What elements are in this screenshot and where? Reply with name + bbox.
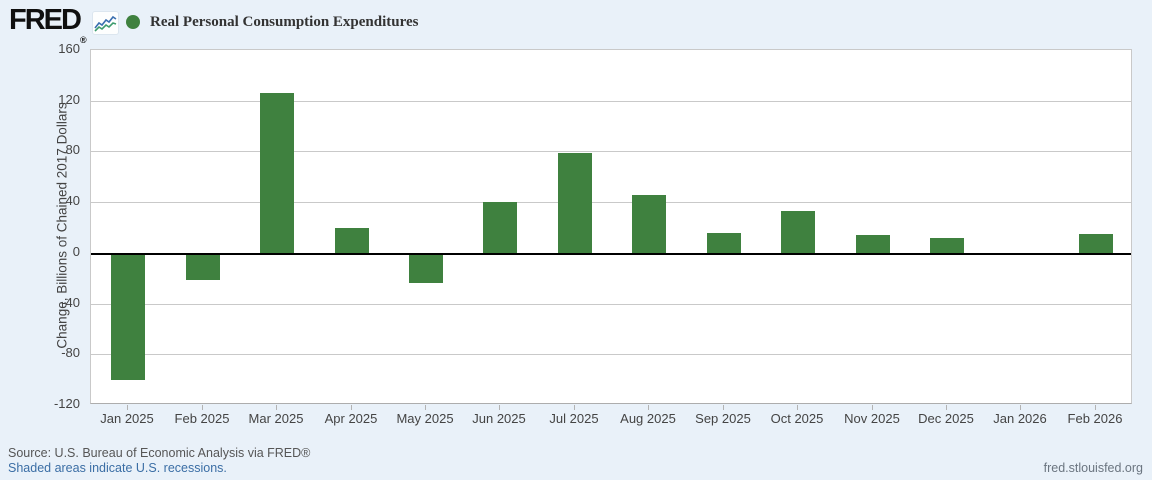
- y-tick-label: -80: [61, 345, 80, 360]
- fred-logo[interactable]: FRED®: [9, 4, 87, 45]
- y-tick-label: 80: [65, 142, 80, 157]
- x-tick: [723, 405, 724, 410]
- bar-sep-2025[interactable]: [707, 233, 741, 253]
- series-marker-icon: [126, 15, 140, 29]
- y-tick-label: 0: [72, 244, 80, 259]
- x-tick: [202, 405, 203, 410]
- x-tick: [946, 405, 947, 410]
- gridline: [91, 151, 1131, 152]
- y-tick-label: 120: [58, 92, 80, 107]
- fred-sparkline-icon[interactable]: [92, 11, 119, 35]
- bar-may-2025[interactable]: [409, 253, 443, 283]
- x-tick: [1095, 405, 1096, 410]
- y-tick-label: -120: [53, 396, 80, 411]
- x-tick: [797, 405, 798, 410]
- series-label: Real Personal Consumption Expenditures: [150, 13, 419, 30]
- x-tick-label: Jun 2025: [472, 411, 526, 426]
- legend-item[interactable]: Real Personal Consumption Expenditures: [126, 14, 419, 30]
- x-tick: [1020, 405, 1021, 410]
- x-tick: [648, 405, 649, 410]
- y-tick-label: -40: [61, 295, 80, 310]
- x-tick-label: Mar 2025: [248, 411, 304, 426]
- x-tick: [574, 405, 575, 410]
- bar-nov-2025[interactable]: [856, 235, 890, 253]
- x-tick-label: Oct 2025: [770, 411, 824, 426]
- x-tick-label: Jan 2026: [993, 411, 1047, 426]
- gridline: [91, 202, 1131, 203]
- x-tick: [499, 405, 500, 410]
- y-tick-label: 40: [65, 193, 80, 208]
- x-tick: [127, 405, 128, 410]
- x-tick-label: May 2025: [396, 411, 454, 426]
- bar-dec-2025[interactable]: [930, 238, 964, 253]
- x-tick-label: Nov 2025: [844, 411, 900, 426]
- x-tick-label: Aug 2025: [620, 411, 676, 426]
- x-tick: [276, 405, 277, 410]
- chart-header: FRED® Real Personal Consumption Expendit…: [0, 0, 1152, 45]
- bar-jan-2025[interactable]: [111, 253, 145, 380]
- bar-jul-2025[interactable]: [558, 153, 592, 253]
- bar-aug-2025[interactable]: [632, 195, 666, 253]
- x-tick-label: Jul 2025: [549, 411, 599, 426]
- registered-mark: ®: [79, 35, 87, 45]
- x-tick-label: Feb 2025: [174, 411, 230, 426]
- x-tick: [872, 405, 873, 410]
- gridline: [91, 304, 1131, 305]
- x-tick-label: Feb 2026: [1067, 411, 1123, 426]
- x-tick: [425, 405, 426, 410]
- x-tick-label: Apr 2025: [324, 411, 378, 426]
- x-tick-label: Sep 2025: [695, 411, 751, 426]
- chart-footer: Source: U.S. Bureau of Economic Analysis…: [0, 444, 1152, 480]
- zero-axis-line: [91, 253, 1131, 255]
- fred-bar-chart: Change, Billions of Chained 2017 Dollars…: [53, 41, 1132, 426]
- bar-oct-2025[interactable]: [781, 211, 815, 253]
- gridline: [91, 101, 1131, 102]
- gridline: [91, 354, 1131, 355]
- y-tick-label: 160: [58, 41, 80, 56]
- bar-feb-2026[interactable]: [1079, 234, 1113, 253]
- x-tick: [351, 405, 352, 410]
- bar-feb-2025[interactable]: [186, 253, 220, 280]
- x-tick-label: Jan 2025: [100, 411, 154, 426]
- bar-mar-2025[interactable]: [260, 93, 294, 253]
- bar-jun-2025[interactable]: [483, 202, 517, 253]
- bar-apr-2025[interactable]: [335, 228, 369, 253]
- recession-note-link[interactable]: Shaded areas indicate U.S. recessions.: [8, 461, 227, 475]
- x-tick-label: Dec 2025: [918, 411, 974, 426]
- y-axis-title: Change, Billions of Chained 2017 Dollars: [54, 102, 70, 349]
- source-attribution: Source: U.S. Bureau of Economic Analysis…: [8, 446, 311, 460]
- plot-area: [90, 49, 1132, 404]
- fred-site-label: fred.stlouisfed.org: [1043, 461, 1143, 475]
